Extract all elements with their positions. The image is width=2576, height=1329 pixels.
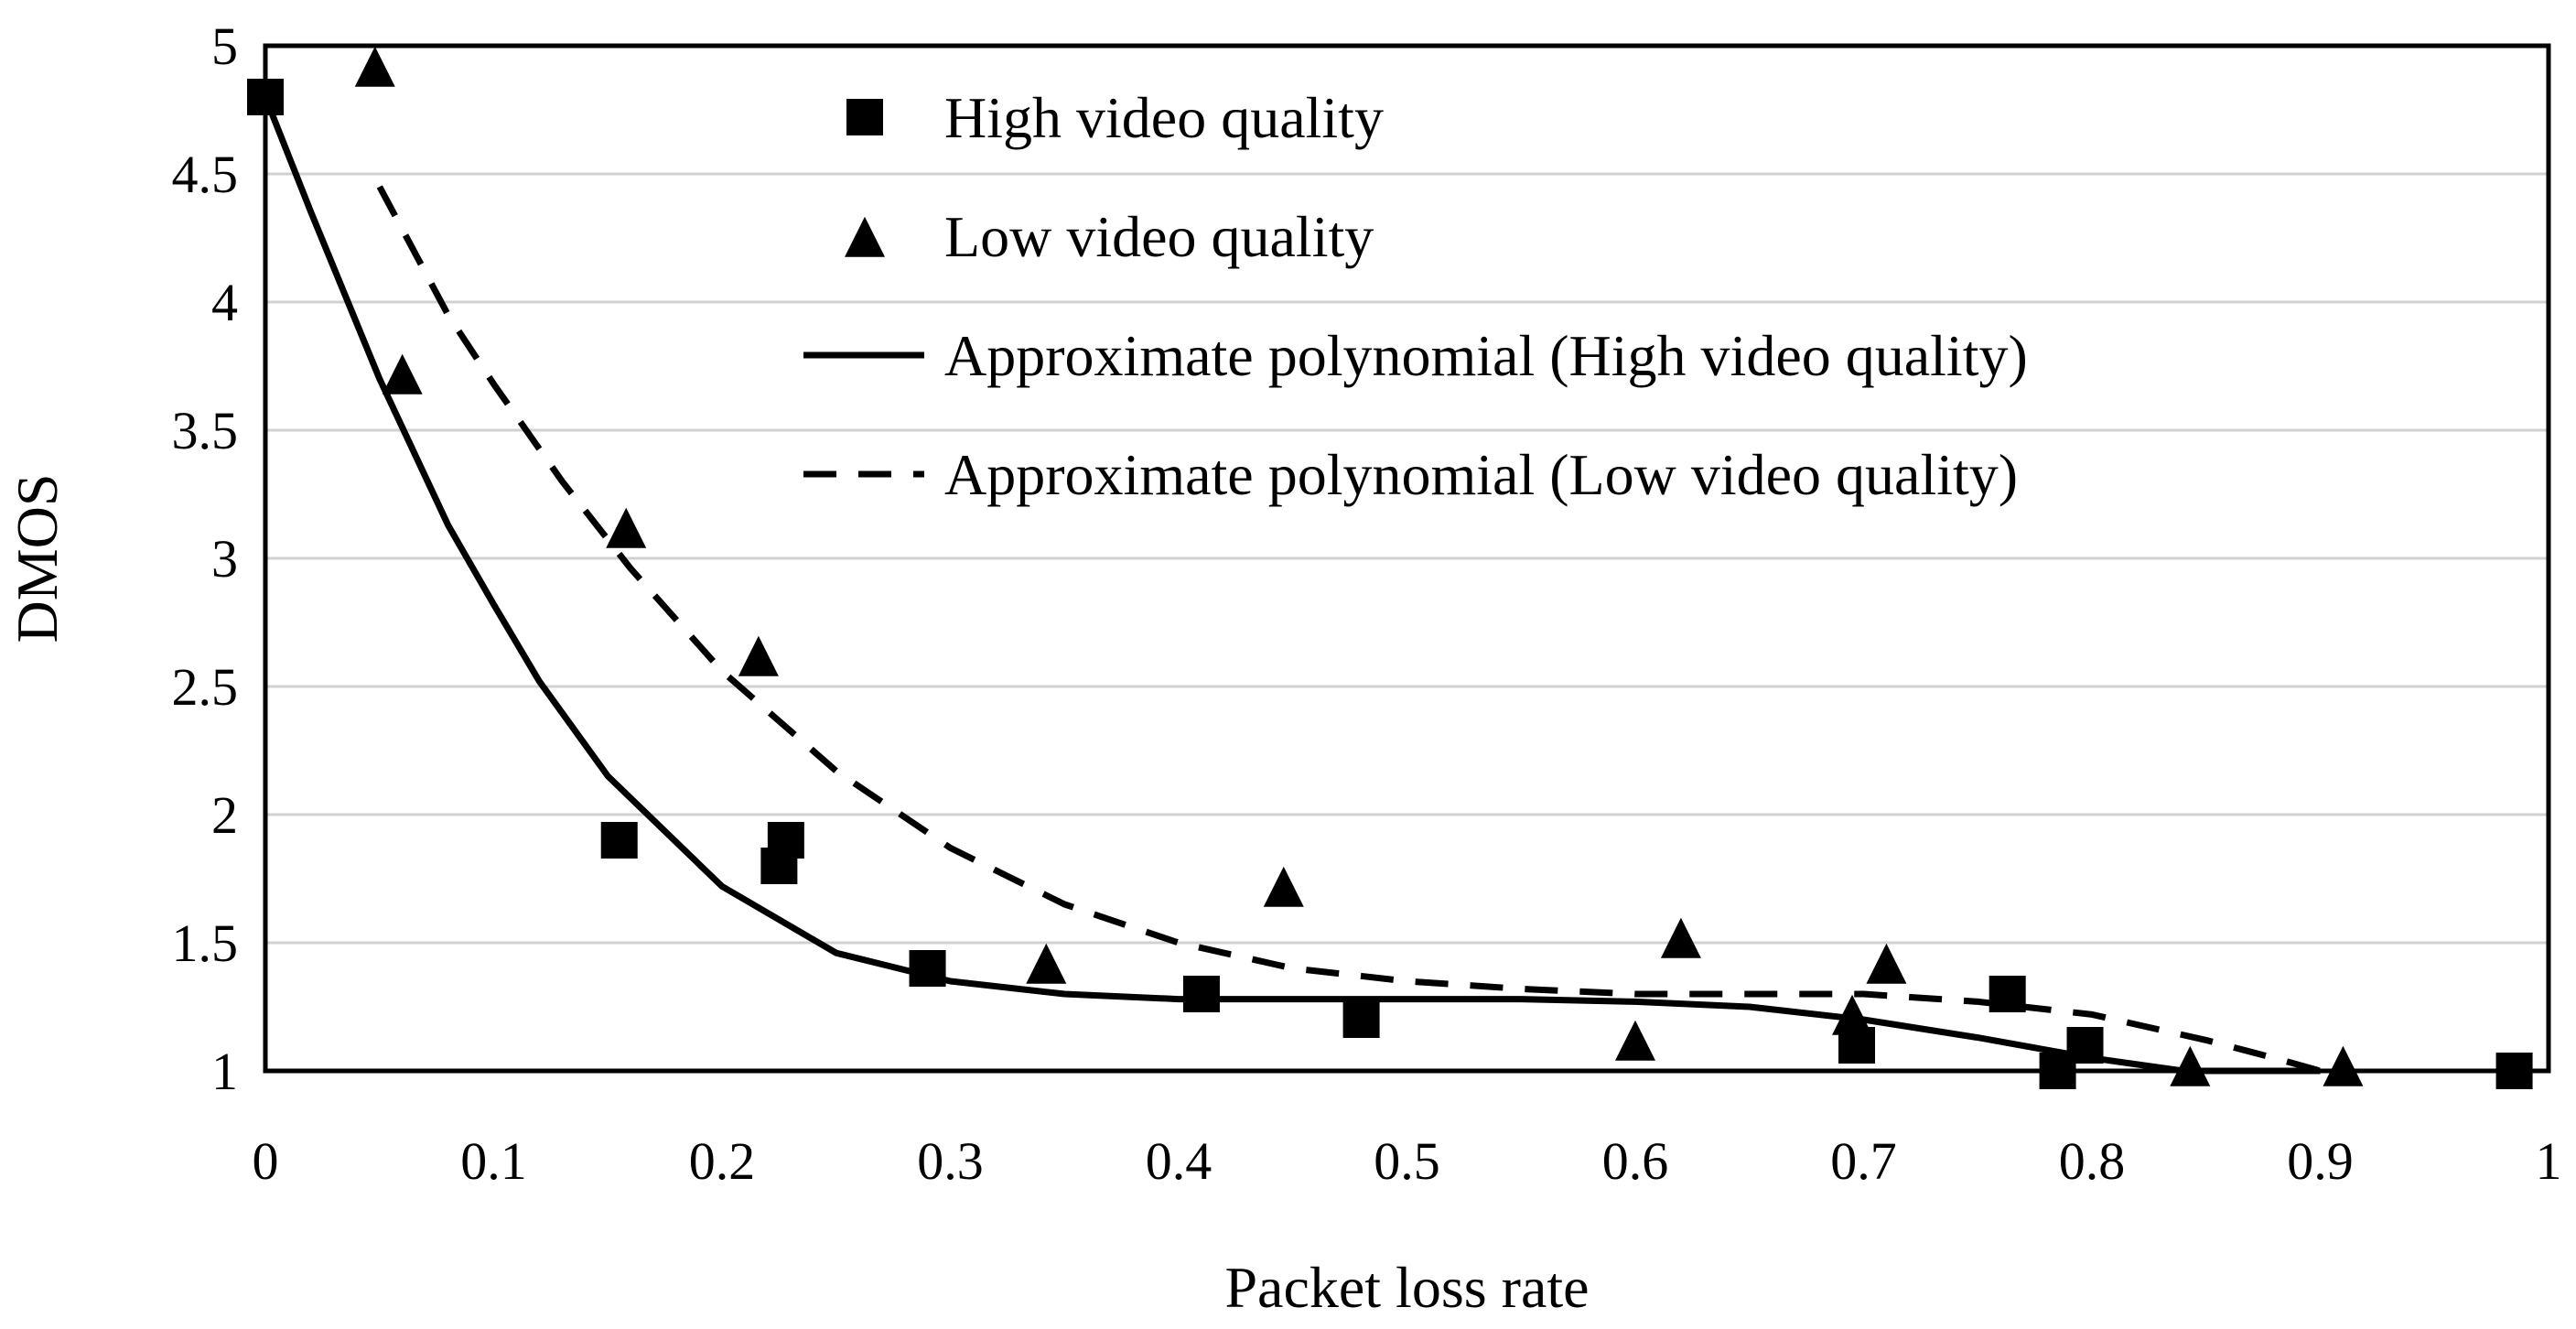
series-1-point-2 <box>606 507 647 548</box>
legend: High video quality Low video quality Appro… <box>803 85 2028 507</box>
x-tick-label-6: 0.6 <box>1602 1131 1669 1191</box>
y-tick-label-6: 4 <box>211 273 238 332</box>
x-tick-label-7: 0.7 <box>1830 1131 1897 1191</box>
legend-label-2: Approximate polynomial (High video quali… <box>944 323 2028 388</box>
series-0-point-1 <box>600 822 638 859</box>
y-tick-label-7: 4.5 <box>172 145 239 204</box>
series-1-point-4 <box>1026 943 1067 984</box>
y-tick-label-2: 2 <box>211 785 238 845</box>
series-1-point-5 <box>1263 866 1304 907</box>
series-0-point-5 <box>1182 976 1220 1012</box>
series-1-point-10 <box>2170 1045 2211 1086</box>
x-tick-label-8: 0.8 <box>2059 1131 2126 1191</box>
series-1-point-8 <box>1832 994 1873 1035</box>
y-axis-title: DMOS <box>5 474 70 643</box>
y-tick-label-1: 1.5 <box>172 913 239 973</box>
series-1-point-1 <box>382 353 423 394</box>
y-tick-label-4: 3 <box>211 529 238 589</box>
x-tick-label-3: 0.3 <box>917 1131 984 1191</box>
series-0-point-6 <box>1342 1001 1380 1038</box>
y-tick-label-0: 1 <box>211 1042 238 1101</box>
legend-swatch-0 <box>846 99 883 135</box>
legend-label-0: High video quality <box>944 85 1384 150</box>
series-1-point-0 <box>354 46 395 87</box>
y-tick-label-5: 3.5 <box>172 401 239 460</box>
x-tick-label-1: 0.1 <box>460 1131 527 1191</box>
series-1-point-3 <box>738 635 779 676</box>
legend-label-3: Approximate polynomial (Low video qualit… <box>944 442 2018 507</box>
legend-swatch-1 <box>845 216 885 257</box>
series-1-point-9 <box>1866 943 1907 984</box>
series-0-point-10 <box>2066 1027 2104 1064</box>
series-0-point-4 <box>909 950 946 987</box>
x-tick-label-5: 0.5 <box>1374 1131 1440 1191</box>
x-tick-label-10: 1 <box>2536 1131 2562 1191</box>
series-1-point-11 <box>2323 1045 2364 1086</box>
x-tick-label-2: 0.2 <box>689 1131 756 1191</box>
x-tick-labels: 0 0.1 0.2 0.3 0.4 0.5 0.6 0.7 0.8 0.9 1 <box>253 1131 2562 1191</box>
y-tick-label-8: 5 <box>211 16 238 76</box>
x-tick-label-9: 0.9 <box>2287 1131 2354 1191</box>
legend-label-1: Low video quality <box>944 204 1374 269</box>
series-0-point-3 <box>767 822 804 859</box>
series-0-point-8 <box>1989 976 2026 1012</box>
plot-frame <box>263 43 2551 1074</box>
x-tick-label-4: 0.4 <box>1146 1131 1213 1191</box>
x-tick-label-0: 0 <box>253 1131 279 1191</box>
series-lines <box>262 95 2322 1075</box>
y-tick-labels: 1 1.5 2 2.5 3 3.5 4 4.5 5 <box>172 16 239 1101</box>
series-1-point-6 <box>1615 1020 1655 1061</box>
x-axis-title: Packet loss rate <box>1224 1255 1589 1320</box>
series-line-2 <box>262 95 2321 1075</box>
series-1-point-7 <box>1660 917 1701 958</box>
y-tick-label-3: 2.5 <box>172 657 239 717</box>
